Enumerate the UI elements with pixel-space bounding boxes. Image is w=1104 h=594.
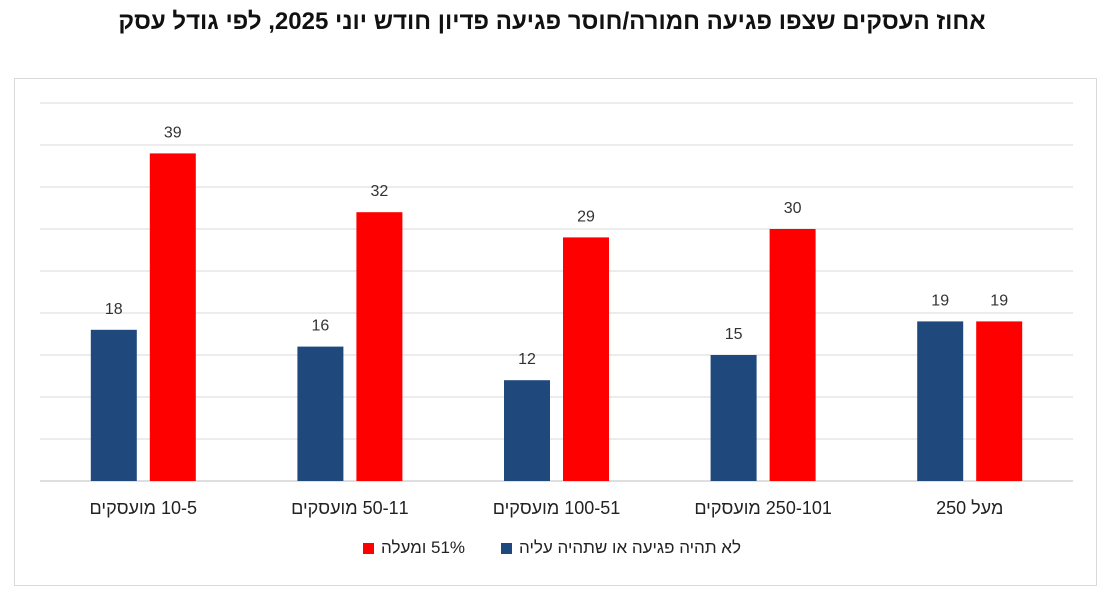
data-label-series-0-cat-3: 15 bbox=[725, 326, 743, 343]
data-label-series-1-cat-1: 32 bbox=[371, 183, 389, 200]
bar-series-0-cat-3 bbox=[710, 355, 757, 481]
data-label-series-0-cat-4: 19 bbox=[931, 292, 949, 309]
data-label-series-1-cat-4: 19 bbox=[990, 292, 1008, 309]
data-label-series-0-cat-1: 16 bbox=[312, 318, 330, 335]
legend-item-series-0: לא תהיה פגיעה או שתהיה עליה bbox=[501, 538, 741, 558]
data-label-series-1-cat-0: 39 bbox=[164, 124, 182, 141]
data-label-series-1-cat-2: 29 bbox=[577, 208, 595, 225]
legend-swatch-series-0 bbox=[501, 542, 513, 554]
bar-series-0-cat-2 bbox=[504, 380, 550, 481]
legend-label-series-0: לא תהיה פגיעה או שתהיה עליה bbox=[519, 538, 741, 557]
bar-series-0-cat-1 bbox=[297, 346, 344, 481]
x-tick-label-0: 10-5 מועסקים bbox=[90, 498, 198, 518]
bar-series-0-cat-4 bbox=[917, 321, 964, 481]
chart-frame bbox=[14, 78, 1097, 586]
x-tick-label-1: 50-11 מועסקים bbox=[291, 498, 409, 518]
bar-series-1-cat-3 bbox=[769, 229, 816, 481]
x-tick-label-4: מעל 250 bbox=[936, 498, 1003, 518]
legend: 51% ומעלה לא תהיה פגיעה או שתהיה עליה bbox=[0, 538, 1104, 558]
bar-series-0-cat-0 bbox=[90, 329, 137, 481]
x-tick-label-2: 100-51 מועסקים bbox=[493, 498, 621, 518]
legend-item-series-1: 51% ומעלה bbox=[363, 538, 465, 558]
bar-series-1-cat-4 bbox=[976, 321, 1023, 481]
legend-swatch-series-1 bbox=[363, 542, 375, 554]
bar-series-1-cat-0 bbox=[149, 153, 196, 481]
data-label-series-1-cat-3: 30 bbox=[784, 200, 802, 217]
chart-title: אחוז העסקים שצפו פגיעה חמורה/חוסר פגיעה … bbox=[118, 8, 986, 35]
data-label-series-0-cat-0: 18 bbox=[105, 301, 123, 318]
bar-series-1-cat-2 bbox=[563, 237, 609, 481]
bar-series-1-cat-1 bbox=[356, 212, 403, 481]
x-tick-label-3: 250-101 מועסקים bbox=[694, 498, 832, 518]
data-label-series-0-cat-2: 12 bbox=[518, 351, 536, 368]
legend-label-series-1: 51% ומעלה bbox=[381, 538, 466, 557]
